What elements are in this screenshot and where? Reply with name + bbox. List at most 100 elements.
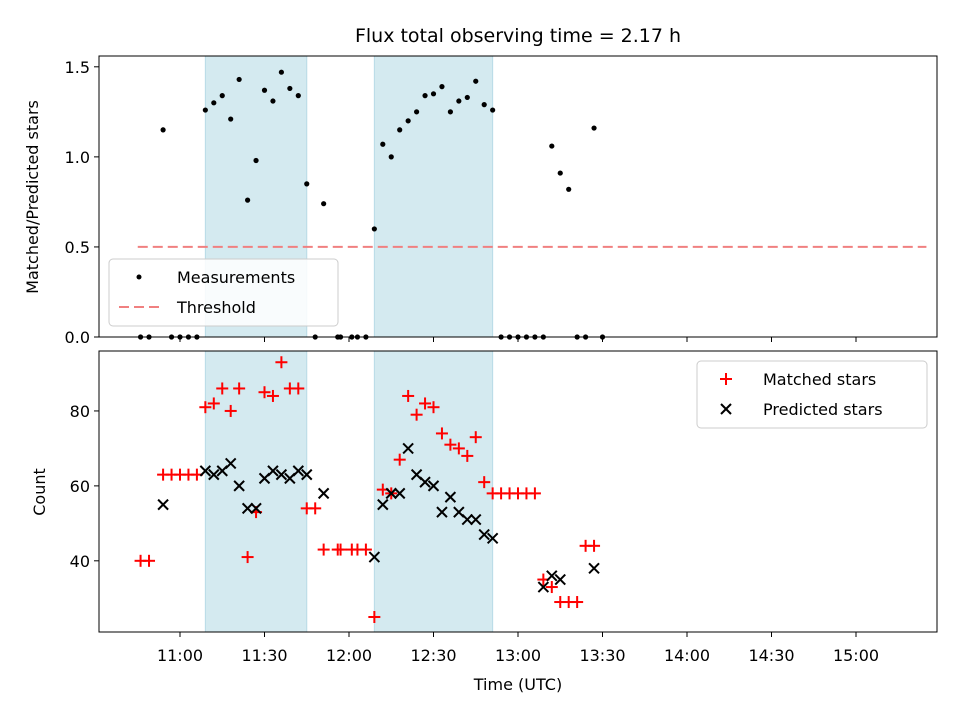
matched-star-point <box>528 487 541 500</box>
predicted-star-point <box>436 506 448 518</box>
measurement-point <box>464 94 470 101</box>
x-tick-label: 12:00 <box>326 646 372 665</box>
x-tick-label: 11:30 <box>241 646 287 665</box>
measurement-point <box>278 69 284 75</box>
shaded-band-1 <box>373 55 494 338</box>
bottom-y-ticks: 40 60 80 <box>70 402 99 571</box>
measurement-point <box>202 107 208 113</box>
measurement-point <box>591 125 597 131</box>
measurement-point <box>363 334 369 340</box>
measurement-point <box>337 334 344 340</box>
matched-star-point <box>588 539 601 552</box>
bottom-shaded-bands <box>204 350 494 633</box>
y-tick-label: 40 <box>70 552 90 571</box>
predicted-star-point <box>402 442 414 455</box>
predicted-star-point <box>241 502 254 515</box>
measurement-point <box>354 334 361 340</box>
measurement-point <box>557 170 563 176</box>
measurement-point <box>177 334 183 340</box>
measurement-point <box>380 141 386 147</box>
matched-star-point <box>233 382 246 395</box>
legend-measurement-marker <box>136 274 142 280</box>
matched-star-point <box>444 438 457 451</box>
measurement-point <box>312 334 318 340</box>
y-tick-label: 80 <box>70 402 90 421</box>
matched-star-point <box>359 543 372 556</box>
matched-star-point <box>478 476 491 489</box>
measurement-point <box>245 197 251 203</box>
predicted-star-point <box>250 502 262 515</box>
matched-star-point <box>241 551 254 564</box>
predicted-star-point <box>461 513 474 526</box>
measurement-point <box>397 127 403 133</box>
matched-star-point <box>143 554 156 567</box>
legend-predicted-marker <box>720 403 732 415</box>
predicted-star-point <box>267 465 279 477</box>
bottom-legend: Matched stars Predicted stars <box>696 360 928 429</box>
y-tick-label: 0.5 <box>65 238 90 257</box>
measurement-point <box>473 78 479 84</box>
predicted-star-point <box>419 476 431 488</box>
x-tick-label: 14:00 <box>664 646 710 665</box>
y-tick-label: 0.0 <box>65 328 90 347</box>
predicted-star-point <box>385 487 397 500</box>
matched-star-point <box>216 382 229 395</box>
bottom-x-ticks: 11:00 11:30 12:00 12:30 13:00 13:30 14:00 14:30… <box>157 632 879 665</box>
matched-star-point <box>571 596 584 609</box>
measurement-point <box>287 85 293 92</box>
measurement-point <box>219 93 225 99</box>
matched-star-point <box>435 427 448 440</box>
predicted-star-point <box>470 513 482 526</box>
measurement-point <box>515 334 521 340</box>
measurement-point <box>456 98 462 104</box>
matched-star-point <box>393 453 406 466</box>
matched-star-point <box>368 611 381 624</box>
predicted-star-point <box>427 480 440 492</box>
measurement-point <box>498 334 504 340</box>
measurement-point <box>540 334 546 340</box>
legend-matched-marker <box>720 373 732 385</box>
measurement-point <box>574 334 580 340</box>
x-tick-label: 12:30 <box>410 646 456 665</box>
matched-star-point <box>275 356 288 369</box>
x-tick-label: 11:00 <box>157 646 203 665</box>
measurement-point <box>371 226 377 232</box>
matched-star-point <box>199 401 212 414</box>
measurement-point <box>506 334 513 340</box>
measurement-point <box>304 181 310 187</box>
predicted-star-point <box>275 468 288 481</box>
count-points <box>134 356 601 624</box>
measurement-point <box>447 109 453 115</box>
measurement-point <box>388 154 394 160</box>
measurement-point <box>321 201 327 207</box>
measurement-point <box>422 93 428 99</box>
predicted-star-point <box>444 491 457 503</box>
predicted-star-point <box>486 532 499 545</box>
measurement-point <box>160 127 166 133</box>
bottom-legend-box <box>696 360 928 429</box>
predicted-star-point <box>233 480 245 492</box>
predicted-star-point <box>208 468 220 481</box>
measurement-point <box>261 87 268 93</box>
predicted-star-point <box>377 498 389 511</box>
matched-star-point <box>545 581 558 594</box>
matched-star-point <box>317 543 330 556</box>
matched-star-point <box>402 389 415 402</box>
predicted-star-point <box>368 551 381 563</box>
measurement-point <box>599 334 606 340</box>
predicted-star-point <box>554 573 566 586</box>
measurement-point <box>405 118 411 124</box>
matched-star-point <box>410 408 423 421</box>
measurement-point <box>137 334 144 340</box>
predicted-star-point <box>292 465 305 477</box>
measurement-point <box>270 98 276 104</box>
predicted-star-point <box>317 487 330 500</box>
ratio-panel: 0.0 0.5 1.0 1.5 Matched/Predicted stars Mea… <box>23 55 938 347</box>
matched-star-point <box>207 397 220 410</box>
measurement-point <box>295 93 301 99</box>
measurement-point <box>549 143 555 149</box>
measurement-point <box>146 334 152 340</box>
matched-star-point <box>461 449 474 462</box>
top-y-axis-label: Matched/Predicted stars <box>23 100 42 294</box>
